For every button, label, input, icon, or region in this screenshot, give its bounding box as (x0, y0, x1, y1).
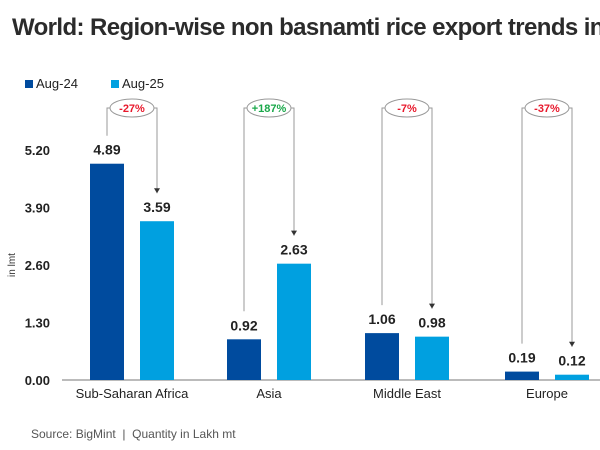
change-label: -7% (397, 103, 417, 115)
legend-label: Aug-25 (122, 76, 164, 91)
x-tick-label: Asia (256, 386, 282, 401)
y-tick-label: 0.00 (25, 373, 50, 388)
bar-aug-25 (277, 263, 311, 380)
change-badge (384, 98, 430, 118)
change-label: -37% (534, 103, 560, 115)
legend-swatch (111, 79, 119, 88)
bar-aug-24 (365, 333, 399, 380)
legend-label: Aug-24 (36, 76, 78, 91)
data-label: 0.92 (230, 317, 257, 333)
data-label: 3.59 (143, 199, 170, 215)
change-badge (246, 98, 292, 118)
change-label: -27% (119, 103, 145, 115)
data-label: 4.89 (93, 142, 120, 158)
bar-aug-25 (140, 221, 174, 380)
legend-item-aug-24: Aug-24 (25, 76, 78, 91)
change-label: +187% (252, 103, 287, 115)
x-tick-label: Europe (526, 386, 568, 401)
chart-title: World: Region-wise non basnamti rice exp… (12, 14, 600, 41)
source-note: Source: BigMint | Quantity in Lakh mt (31, 427, 236, 441)
change-bracket (521, 107, 573, 347)
x-tick-label: Middle East (373, 386, 441, 401)
change-badge (109, 98, 155, 118)
data-label: 0.98 (418, 315, 445, 331)
data-label: 1.06 (368, 311, 395, 327)
arrow-head-icon (154, 188, 160, 194)
y-tick-label: 3.90 (25, 201, 50, 216)
bar-aug-24 (90, 163, 124, 380)
y-axis-label: in lmt (7, 253, 18, 277)
bar-aug-25 (415, 336, 449, 380)
data-label: 0.19 (508, 350, 535, 366)
change-badge (524, 98, 570, 118)
x-tick-label: Sub-Saharan Africa (76, 386, 190, 401)
bar-aug-24 (505, 371, 539, 380)
arrow-head-icon (429, 303, 435, 309)
change-bracket (381, 107, 433, 309)
legend-item-aug-25: Aug-25 (111, 76, 164, 91)
data-label: 2.63 (280, 242, 307, 258)
y-tick-label: 1.30 (25, 316, 50, 331)
bar-aug-25 (555, 374, 589, 380)
bar-aug-24 (227, 339, 261, 380)
data-label: 0.12 (558, 353, 585, 369)
arrow-head-icon (569, 341, 575, 347)
y-tick-label: 5.20 (25, 143, 50, 158)
legend-swatch (25, 79, 33, 88)
arrow-head-icon (291, 230, 297, 236)
y-tick-label: 2.60 (25, 258, 50, 273)
